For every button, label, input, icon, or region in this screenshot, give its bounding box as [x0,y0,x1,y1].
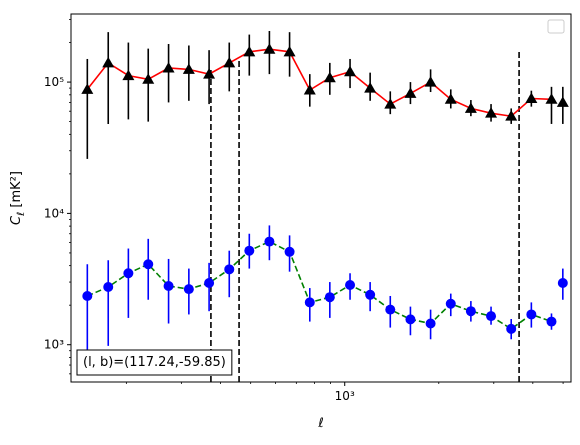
data-point [283,45,296,57]
data-point [183,284,194,295]
extra-point-1 [556,86,569,124]
data-point [556,96,569,107]
data-point [142,73,155,84]
data-point [557,278,568,289]
data-point [506,323,517,334]
annotation-box [76,349,233,376]
data-point [405,314,416,325]
y-tick-label: 10⁴ [44,206,64,220]
y-tick-label: 10⁵ [44,75,64,89]
series-2 [82,225,557,350]
vertical-lines-layer [210,51,520,382]
data-point [364,82,377,93]
data-point [123,268,134,279]
data-point [384,98,397,109]
data-point [163,280,174,291]
data-point [143,259,154,270]
data-point [424,76,437,87]
data-point [486,311,497,322]
data-point [81,83,94,94]
data-point [464,102,477,113]
data-point [444,93,457,104]
data-point [545,93,558,104]
series-line [86,240,552,330]
data-point [526,309,537,320]
data-point [324,292,335,303]
data-point [485,107,498,118]
data-point [224,264,235,275]
data-point [204,278,215,289]
plot-frame [70,13,572,383]
data-point [284,246,295,257]
series-line [86,48,552,118]
data-point [445,298,456,309]
annotation-text: (l, b)=(117.24,-59.85) [83,355,226,370]
data-point [223,56,236,68]
x-axis-label: ℓ [317,416,323,431]
data-point [404,87,417,98]
data-point [102,56,115,68]
data-point [465,306,476,317]
y-tick-label: 10³ [44,338,64,352]
data-point [344,65,357,77]
ticks-layer: 10³ 10⁴ 10⁵ 10³ [44,19,564,403]
data-point [203,68,216,79]
data-point [162,62,175,73]
data-point [122,69,135,81]
data-point [303,84,316,95]
y-axis-label: Cℓ [mK²] [9,171,27,225]
data-point [345,279,356,290]
data-point [365,289,376,300]
data-point [505,110,518,121]
series-1 [81,30,558,159]
data-point [263,43,276,54]
data-point [304,297,315,308]
data-point [525,92,538,103]
data-point [323,71,336,83]
coordinate-annotation: (l, b)=(117.24,-59.85) [76,349,233,376]
legend-frame [547,19,565,34]
legend-box[interactable] [547,19,565,34]
data-point [103,282,114,293]
extra-point-2 [557,268,568,300]
data-point [82,290,93,301]
series-layer [81,30,569,350]
data-point [264,236,275,247]
data-point [385,304,396,315]
data-point [182,63,195,74]
data-point [546,316,557,327]
data-point [243,45,256,57]
data-point [244,245,255,256]
data-point [425,318,436,329]
x-tick-label: 10³ [335,389,355,403]
